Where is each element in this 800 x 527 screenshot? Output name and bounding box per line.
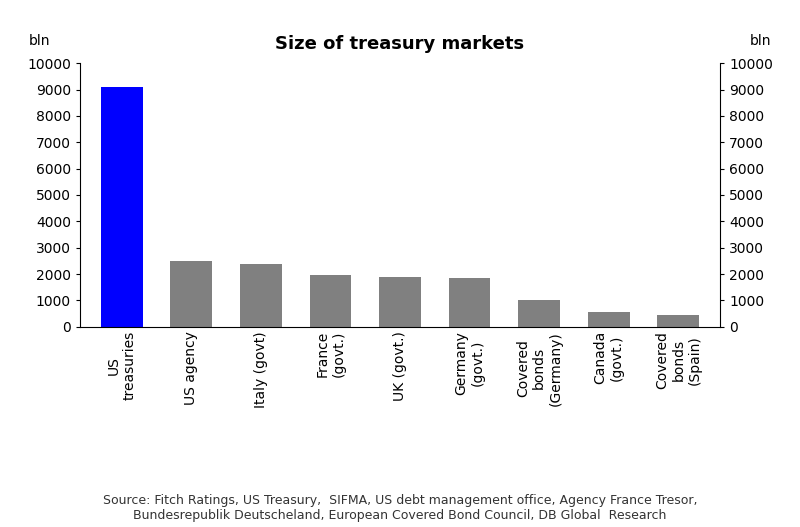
Bar [518, 300, 560, 327]
Bar [101, 87, 142, 327]
Bar [588, 312, 630, 327]
Bar [240, 264, 282, 327]
Bar [658, 315, 699, 327]
Bar [310, 275, 351, 327]
Bar [379, 277, 421, 327]
Bar [449, 278, 490, 327]
Text: Source: Fitch Ratings, US Treasury,  SIFMA, US debt management office, Agency Fr: Source: Fitch Ratings, US Treasury, SIFM… [102, 494, 698, 522]
Text: bln: bln [29, 34, 50, 48]
Title: Size of treasury markets: Size of treasury markets [275, 35, 525, 53]
Text: bln: bln [750, 34, 771, 48]
Bar [170, 261, 212, 327]
